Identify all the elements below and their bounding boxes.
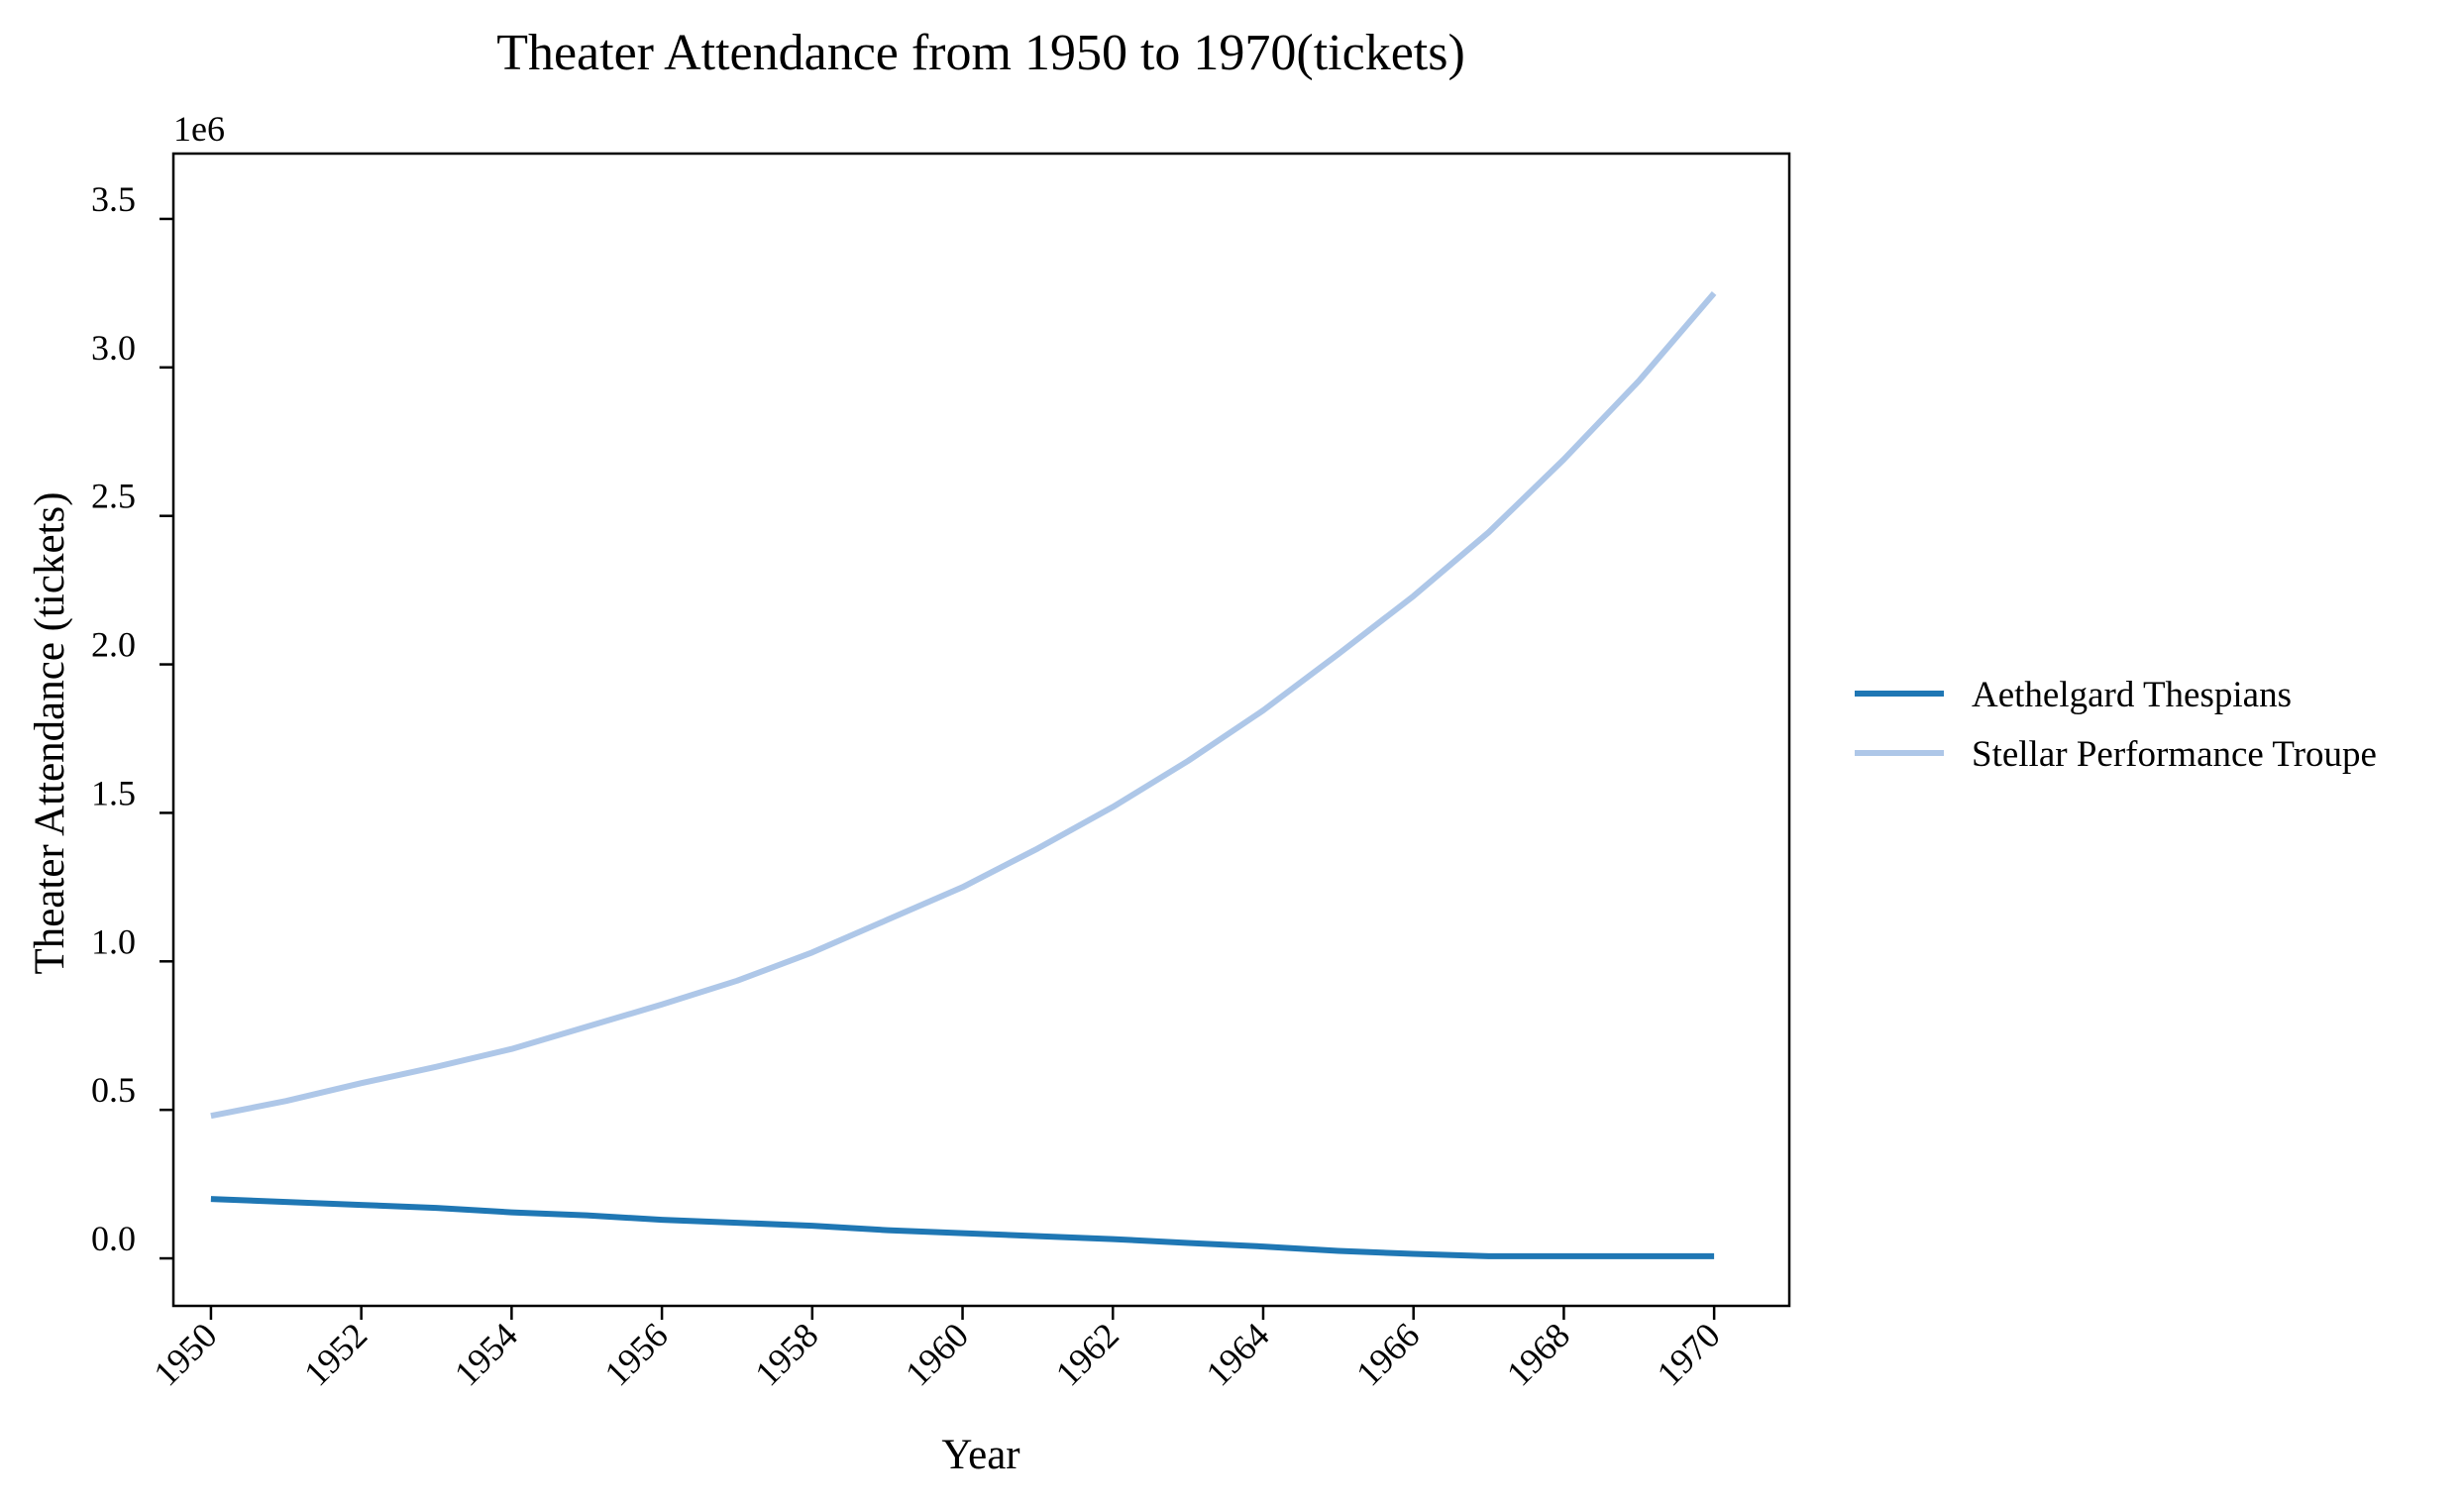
y-tick-label: 1.0 [91, 921, 136, 961]
y-axis-label: Theater Attendance (tickets) [27, 491, 73, 974]
y-tick-label: 2.5 [91, 477, 136, 516]
y-tick-label: 3.5 [91, 179, 136, 219]
y-tick-label: 3.0 [91, 328, 136, 368]
y-tick-label: 0.0 [91, 1219, 136, 1258]
y-tick-label: 0.5 [91, 1070, 136, 1110]
series-line-2 [210, 290, 1717, 1120]
legend-label-2: Stellar Performance Troupe [1972, 734, 2377, 775]
legend-label-1: Aethelgard Thespians [1972, 675, 2292, 715]
chart-title: Theater Attendance from 1950 to 1970(tic… [496, 25, 1465, 81]
plot-area [171, 152, 1791, 1308]
y-offset-label: 1e6 [173, 109, 225, 149]
legend: Aethelgard Thespians Stellar Performance … [1855, 675, 2377, 775]
y-axis: 0.0 0.5 1.0 1.5 2.0 2.5 3.0 3.5 [91, 179, 173, 1260]
series-line-1 [210, 1196, 1715, 1259]
x-axis-label: Year [941, 1432, 1019, 1478]
series-layer [210, 290, 1717, 1259]
plot-border [171, 152, 1791, 1308]
y-tick-label: 2.0 [91, 625, 136, 665]
y-tick-label: 1.5 [91, 773, 136, 812]
